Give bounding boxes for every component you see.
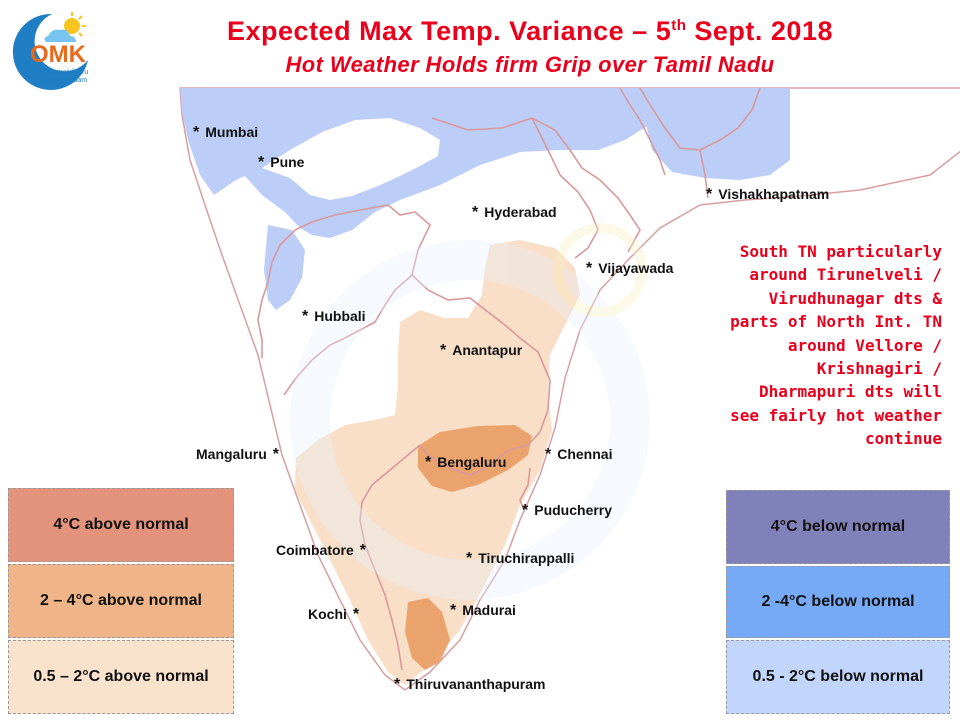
city-label-mangaluru: Mangaluru * [196, 446, 280, 463]
city-label-madurai: * Madurai [450, 602, 516, 619]
legend-below-0-5-2c: 0.5 - 2°C below normal [726, 640, 950, 714]
city-label-anantapur: * Anantapur [440, 342, 523, 359]
city-label-puducherry: * Puducherry [522, 502, 613, 519]
logo-tagline-1: Chennaiyil Oru [42, 69, 88, 76]
cool-anomaly-zone [180, 88, 735, 238]
cool-anomaly-zone-east [645, 88, 790, 180]
map-subtitle: Hot Weather Holds firm Grip over Tamil N… [285, 52, 775, 77]
logo-brand-text: OMK [30, 41, 87, 68]
logo-tagline-2: Mazhaikaalam [42, 77, 87, 84]
legend-above-2-4c: 2 – 4°C above normal [8, 564, 234, 638]
legend-below-2-4c: 2 -4°C below normal [726, 566, 950, 638]
city-label-hubbali: * Hubbali [302, 308, 366, 325]
forecast-note: South TN particularly around Tirunelveli… [730, 242, 942, 449]
city-label-thiruvananthapuram: * Thiruvananthapuram [394, 676, 546, 693]
city-label-tiruchirappalli: * Tiruchirappalli [466, 550, 575, 567]
city-label-hyderabad: * Hyderabad [472, 204, 557, 221]
legend-below-4c: 4°C below normal [726, 490, 950, 564]
hot-anomaly-zone-madurai [405, 598, 450, 670]
state-boundaries [257, 87, 761, 671]
omk-logo: OMK Chennaiyil Oru Mazhaikaalam [12, 12, 88, 90]
city-label-vishakhapatnam: * Vishakhapatnam [706, 186, 830, 203]
city-label-vijayawada: * Vijayawada [586, 260, 674, 277]
legend-above-4c: 4°C above normal [8, 488, 234, 562]
city-label-coimbatore: Coimbatore * [276, 542, 367, 559]
cool-anomaly-zone-west-spur [264, 225, 305, 310]
city-label-bengaluru: * Bengaluru [425, 454, 507, 471]
city-label-mumbai: * Mumbai [193, 124, 259, 141]
hot-anomaly-zone-bengaluru [418, 425, 532, 492]
city-label-kochi: Kochi * [308, 606, 360, 623]
city-label-pune: * Pune [258, 154, 305, 171]
map-title: Expected Max Temp. Variance – 5th Sept. … [227, 16, 833, 46]
city-label-chennai: * Chennai [545, 446, 613, 463]
legend-above-0-5-2c: 0.5 – 2°C above normal [8, 640, 234, 714]
watermark [290, 223, 650, 600]
